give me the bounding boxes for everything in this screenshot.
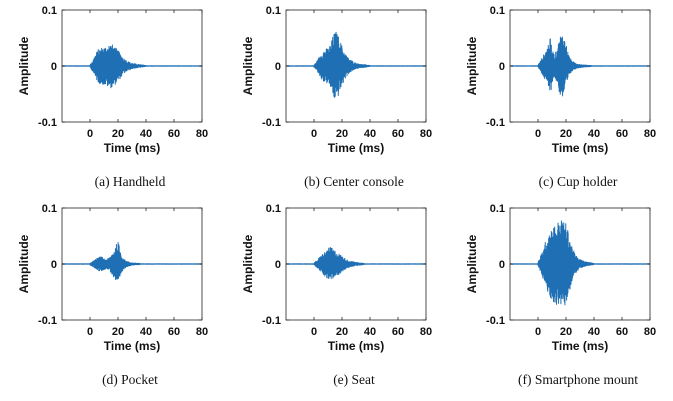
y-axis-label: Amplitude [17, 36, 31, 95]
x-tick-label: 80 [644, 128, 656, 140]
x-tick-label: 60 [392, 128, 404, 140]
x-tick-label: 20 [336, 326, 348, 338]
x-tick-label: 80 [420, 128, 432, 140]
panel-4: 0 20 40 60 80 0.1 0 -0.1 Time (ms) Amplitude (e) S… [241, 203, 432, 387]
x-tick-label: 40 [140, 326, 152, 338]
y-tick-label: -0.1 [262, 117, 281, 129]
panel-5: 0 20 40 60 80 0.1 0 -0.1 Time (ms) Amplitude (f) S… [465, 203, 656, 387]
y-tick-label: 0 [275, 61, 281, 73]
x-tick-label: 60 [168, 326, 180, 338]
y-tick-label: 0.1 [490, 5, 505, 17]
x-tick-label: 60 [168, 128, 180, 140]
x-axis-label: Time (ms) [104, 339, 160, 353]
y-tick-label: -0.1 [486, 117, 505, 129]
x-axis-label: Time (ms) [552, 339, 608, 353]
x-tick-label: 0 [87, 326, 93, 338]
x-tick-label: 20 [560, 128, 572, 140]
x-tick-label: 80 [196, 326, 208, 338]
x-axis-label: Time (ms) [104, 141, 160, 155]
y-tick-label: 0.1 [42, 203, 57, 215]
y-tick-label: -0.1 [38, 117, 57, 129]
x-tick-label: 0 [311, 128, 317, 140]
x-axis-label: Time (ms) [552, 141, 608, 155]
y-tick-label: -0.1 [38, 315, 57, 327]
x-tick-label: 0 [87, 128, 93, 140]
subfigure-caption: (e) Seat [333, 372, 375, 387]
y-axis-label: Amplitude [465, 36, 479, 95]
subfigure-caption: (f) Smartphone mount [518, 372, 638, 387]
x-tick-label: 20 [560, 326, 572, 338]
y-axis-label: Amplitude [241, 36, 255, 95]
x-axis-label: Time (ms) [328, 141, 384, 155]
x-tick-label: 20 [112, 326, 124, 338]
x-tick-label: 20 [336, 128, 348, 140]
x-tick-label: 0 [311, 326, 317, 338]
x-tick-label: 60 [616, 326, 628, 338]
y-tick-label: 0 [499, 259, 505, 271]
y-tick-label: 0 [51, 259, 57, 271]
subfigure-caption: (b) Center console [304, 174, 404, 189]
x-tick-label: 60 [392, 326, 404, 338]
x-axis-label: Time (ms) [328, 339, 384, 353]
x-tick-label: 80 [644, 326, 656, 338]
waveform-line [285, 31, 427, 98]
subfigure-caption: (c) Cup holder [539, 174, 618, 189]
y-axis-label: Amplitude [241, 234, 255, 293]
waveform-line [509, 36, 651, 97]
waveform-line [61, 44, 203, 89]
x-tick-label: 20 [112, 128, 124, 140]
waveform-line [509, 220, 651, 306]
y-tick-label: 0 [51, 61, 57, 73]
waveform-line [61, 242, 203, 281]
x-tick-label: 80 [196, 128, 208, 140]
panel-1: 0 20 40 60 80 0.1 0 -0.1 Time (ms) Amplitude (b) C… [241, 5, 432, 189]
x-tick-label: 40 [588, 326, 600, 338]
x-tick-label: 60 [616, 128, 628, 140]
panel-3: 0 20 40 60 80 0.1 0 -0.1 Time (ms) Amplitude (d) P… [17, 203, 208, 387]
panel-0: 0 20 40 60 80 0.1 0 -0.1 Time (ms) Amplitude (a) H… [17, 5, 208, 189]
y-tick-label: -0.1 [486, 315, 505, 327]
y-tick-label: 0.1 [42, 5, 57, 17]
y-tick-label: 0.1 [266, 203, 281, 215]
y-tick-label: 0.1 [490, 203, 505, 215]
y-tick-label: 0 [499, 61, 505, 73]
y-axis-label: Amplitude [465, 234, 479, 293]
y-tick-label: 0.1 [266, 5, 281, 17]
panel-2: 0 20 40 60 80 0.1 0 -0.1 Time (ms) Amplitude (c) C… [465, 5, 656, 189]
subfigure-caption: (d) Pocket [102, 372, 158, 387]
x-tick-label: 40 [364, 326, 376, 338]
x-tick-label: 40 [588, 128, 600, 140]
y-tick-label: -0.1 [262, 315, 281, 327]
x-tick-label: 80 [420, 326, 432, 338]
x-tick-label: 0 [535, 128, 541, 140]
x-tick-label: 40 [140, 128, 152, 140]
x-tick-label: 0 [535, 326, 541, 338]
y-axis-label: Amplitude [17, 234, 31, 293]
y-tick-label: 0 [275, 259, 281, 271]
waveform-line [285, 247, 427, 280]
subfigure-caption: (a) Handheld [95, 174, 166, 189]
x-tick-label: 40 [364, 128, 376, 140]
